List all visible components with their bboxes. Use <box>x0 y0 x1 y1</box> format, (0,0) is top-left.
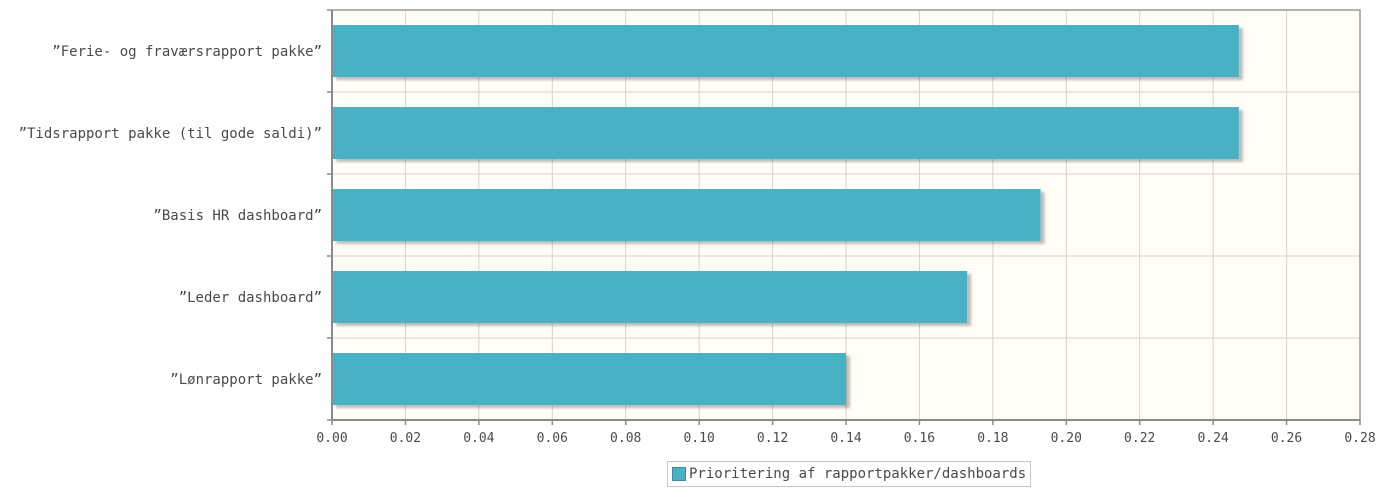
legend-label: Prioritering af rapportpakker/dashboards <box>689 466 1027 482</box>
category-labels: ”Ferie- og fraværsrapport pakke” ”Tidsrap… <box>19 44 322 388</box>
x-tick-label-12: 0.24 <box>1197 431 1228 446</box>
bars-group <box>332 25 1239 405</box>
x-tick-label-10: 0.20 <box>1051 431 1082 446</box>
x-tick-label-5: 0.10 <box>683 431 714 446</box>
axes <box>327 9 1361 425</box>
x-tick-label-9: 0.18 <box>977 431 1008 446</box>
x-tick-labels: 0.00 0.02 0.04 0.06 0.08 0.10 0.12 0.14 0.16 0.18… <box>316 431 1375 446</box>
category-label-3: ”Leder dashboard” <box>179 290 322 306</box>
x-tick-label-1: 0.02 <box>390 431 421 446</box>
category-label-0: ”Ferie- og fraværsrapport pakke” <box>52 44 322 60</box>
x-tick-label-11: 0.22 <box>1124 431 1155 446</box>
x-tick-label-13: 0.26 <box>1271 431 1302 446</box>
x-tick-label-14: 0.28 <box>1344 431 1375 446</box>
category-label-2: ”Basis HR dashboard” <box>153 208 322 224</box>
x-tick-label-3: 0.06 <box>537 431 568 446</box>
x-tick-label-4: 0.08 <box>610 431 641 446</box>
x-tick-label-7: 0.14 <box>830 431 861 446</box>
bar-0 <box>332 25 1239 77</box>
bar-3 <box>332 271 968 323</box>
x-tick-label-6: 0.12 <box>757 431 788 446</box>
category-label-1: ”Tidsrapport pakke (til gode saldi)” <box>19 126 322 142</box>
bar-4 <box>332 353 846 405</box>
category-label-4: ”Lønrapport pakke” <box>170 372 322 388</box>
x-tick-label-2: 0.04 <box>463 431 494 446</box>
bar-2 <box>332 189 1041 241</box>
x-tick-label-8: 0.16 <box>904 431 935 446</box>
legend-swatch <box>672 467 686 481</box>
legend: Prioritering af rapportpakker/dashboards <box>667 461 1032 487</box>
x-tick-label-0: 0.00 <box>316 431 347 446</box>
bar-1 <box>332 107 1239 159</box>
